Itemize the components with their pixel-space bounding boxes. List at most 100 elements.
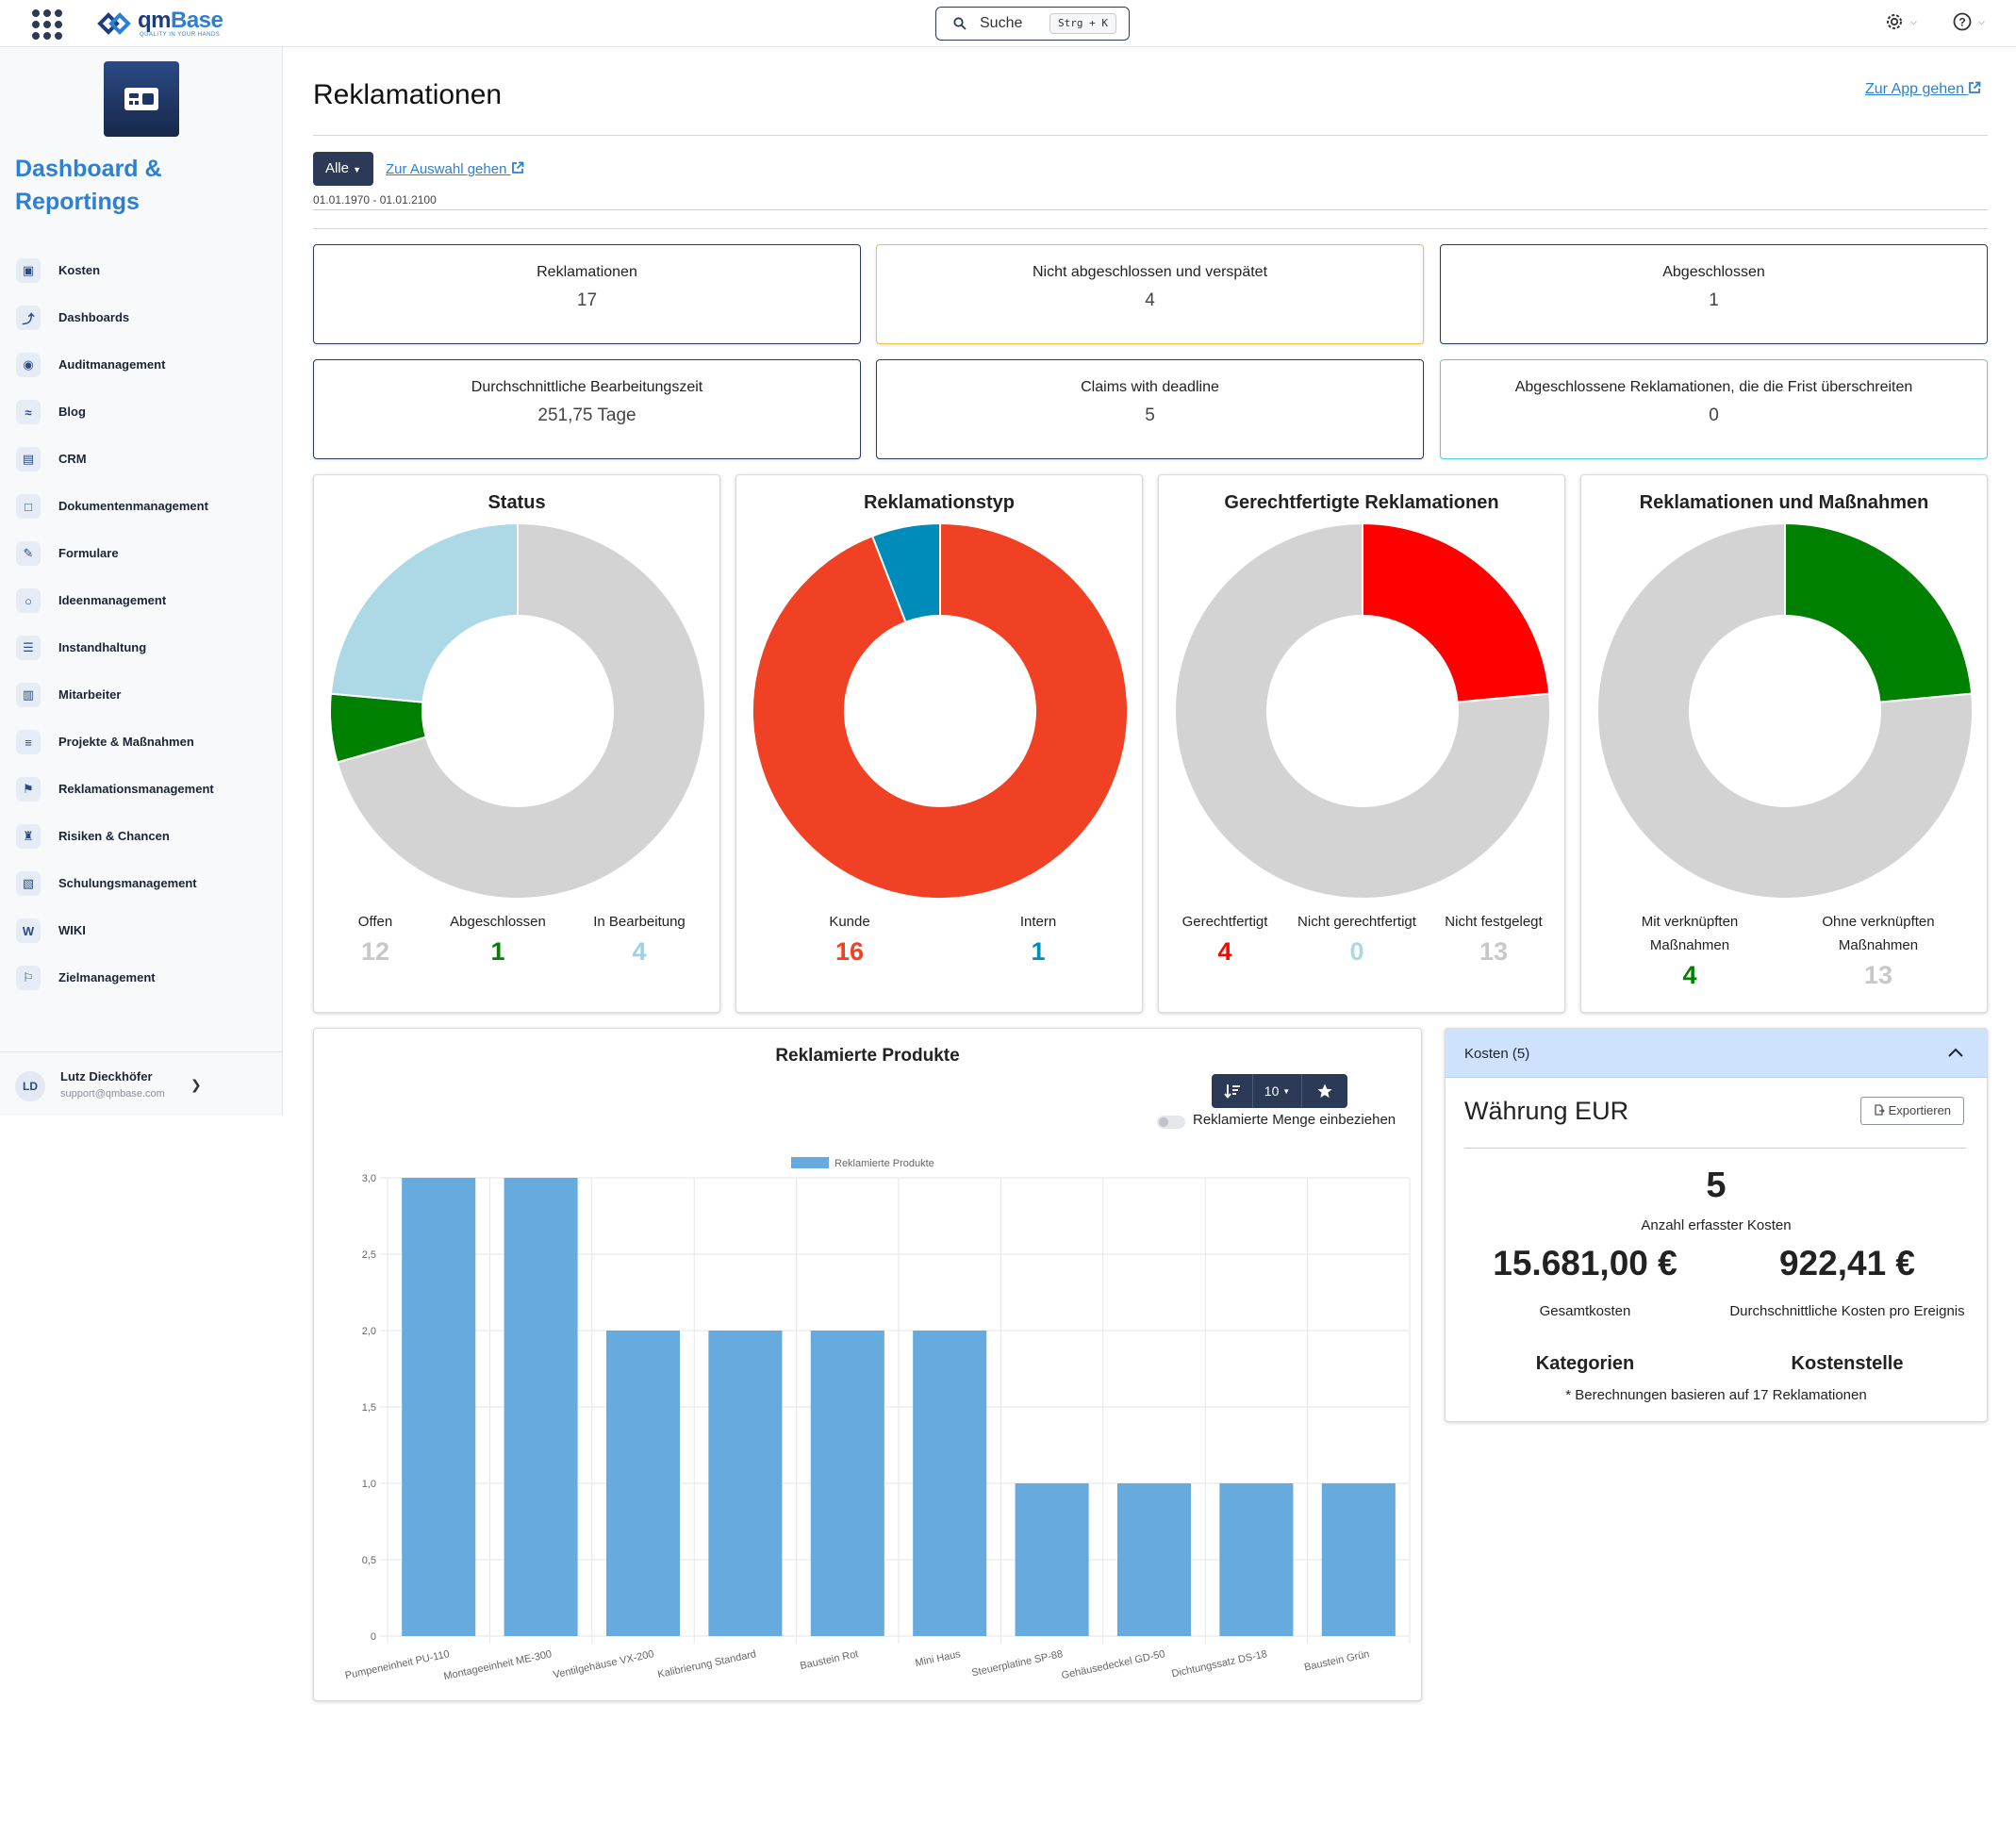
sidebar-item-risiken-und-chancen[interactable]: ♜ Risiken & Chancen [0,813,283,860]
sidebar-item-instandhaltung[interactable]: ☰ Instandhaltung [0,624,283,671]
sidebar-item-dokumentenmanagement[interactable]: □ Dokumentenmanagement [0,483,283,530]
sidebar-item-blog[interactable]: ≈ Blog [0,389,283,436]
kpi-closed[interactable]: Abgeschlossen 1 [1440,244,1988,344]
include-quantity-toggle[interactable] [1157,1116,1185,1129]
search-icon [953,17,967,30]
legend-label: Intern [1019,914,1057,930]
kpi-overdue[interactable]: Nicht abgeschlossen und verspätet 4 [876,244,1424,344]
donut-slice-0[interactable] [336,522,706,900]
legend-item-offen[interactable]: Offen 12 [333,910,418,969]
sidebar-item-mitarbeiter[interactable]: ▥ Mitarbeiter [0,671,283,719]
database-icon: ☰ [16,636,41,660]
go-to-selection-link[interactable]: Zur Auswahl gehen [386,161,524,177]
chevron-right-icon: ❯ [190,1077,202,1092]
sort-button[interactable] [1212,1074,1253,1108]
donut-slice-0[interactable] [1362,522,1551,703]
legend-item-with-measures[interactable]: Mit verknüpften Maßnahmen 4 [1619,910,1760,993]
sidebar-item-label: Schulungsmanagement [58,876,197,890]
donut-slice-1[interactable] [870,522,941,624]
qmbase-logo[interactable]: qmBase QUALITY IN YOUR HANDS [96,8,247,40]
sidebar-item-reklamationsmanagement[interactable]: ⚑ Reklamationsmanagement [0,766,283,813]
svg-text:?: ? [1958,16,1965,29]
donut-slice-1[interactable] [1596,522,1974,900]
sidebar-item-schulungsmanagement[interactable]: ▧ Schulungsmanagement [0,860,283,907]
sidebar-item-ideenmanagement[interactable]: ○ Ideenmanagement [0,577,283,624]
complaint-type-donut-chart [752,522,1129,900]
top-bar: qmBase QUALITY IN YOUR HANDS Suche Strg … [0,0,2016,47]
total-costs-value: 15.681,00 € [1493,1244,1677,1282]
help-menu[interactable]: ? ⌵ [1952,11,1993,36]
costs-card: Kosten (5) Währung EUR Exportieren 5 Anz… [1445,1028,1988,1422]
kpi-avg-processing-time[interactable]: Durchschnittliche Bearbeitungszeit 251,7… [313,359,861,459]
divider [313,209,1988,210]
chart-title: Reklamierte Produkte [775,1046,960,1066]
go-to-app-link[interactable]: Zur App gehen [1865,81,1981,98]
donut-slice-2[interactable] [329,522,519,703]
flag-icon: ⚐ [16,966,41,990]
page-size-dropdown[interactable]: 10 ▼ [1253,1074,1302,1108]
qmbase-logo-mark-icon [97,12,131,35]
kpi-closed-overdue[interactable]: Abgeschlossene Reklamationen, die die Fr… [1440,359,1988,459]
sidebar-item-label: Kosten [58,263,101,277]
status-chart-card: Status Offen 12 Abgeschlossen 1 In Bearb… [313,474,720,1013]
sidebar-item-zielmanagement[interactable]: ⚐ Zielmanagement [0,954,283,1001]
module-title: Dashboard & Reportings [15,156,162,215]
sidebar-item-kosten[interactable]: ▣ Kosten [0,247,283,294]
wikipedia-icon: W [16,918,41,943]
sidebar: Dashboard & Reportings ▣ Kosten ⤴ Dashboard… [0,47,283,1116]
id-card-icon: ▥ [16,683,41,707]
legend-item-nicht-gerechtfertigt[interactable]: Nicht gerechtfertigt 0 [1286,910,1428,969]
y-tick-label: 2,5 [362,1249,376,1261]
legend-value: 4 [1682,961,1697,989]
kpi-label: Durchschnittliche Bearbeitungszeit [471,379,703,395]
x-tick-label: Montageeinheit ME-300 [442,1648,553,1682]
costs-accordion-header[interactable]: Kosten (5) [1446,1029,1987,1078]
legend-label: Gerechtfertigt [1182,914,1268,930]
user-profile[interactable]: LD Lutz Dieckhöfer support@qmbase.com ❯ [0,1051,283,1116]
legend-item-intern[interactable]: Intern 1 [972,910,1104,969]
kpi-reklamationen[interactable]: Reklamationen 17 [313,244,861,344]
legend-value: 4 [632,937,647,966]
x-tick-label: Ventilgehäuse VX-200 [553,1648,655,1680]
sidebar-item-auditmanagement[interactable]: ◉ Auditmanagement [0,341,283,389]
filter-dropdown-button[interactable]: Alle ▼ [313,152,373,186]
complained-products-bar-chart: 0 0,5 1,0 1,5 2,0 2,5 3,0 Reklamierte Produkte P… [344,1157,1411,1682]
bar [1321,1483,1396,1636]
sidebar-item-dashboards[interactable]: ⤴ Dashboards [0,294,283,341]
legend-item-without-measures[interactable]: Ohne verknüpften Maßnahmen 13 [1793,910,1963,993]
caret-down-icon: ▼ [1282,1086,1291,1096]
logo-text: qmBase [138,8,223,33]
legend-item-nicht-festgelegt[interactable]: Nicht festgelegt 13 [1428,910,1560,969]
settings-menu[interactable]: ⌵ [1884,11,1925,36]
dashboard-module-tile[interactable] [104,61,179,137]
legend-item-in-bearbeitung[interactable]: In Bearbeitung 4 [569,910,710,969]
legend-item-abgeschlossen[interactable]: Abgeschlossen 1 [427,910,569,969]
status-donut-chart [329,522,706,900]
sidebar-item-crm[interactable]: ▤ CRM [0,436,283,483]
sidebar-item-wiki[interactable]: W WIKI [0,907,283,954]
legend-value: 16 [834,937,865,966]
sidebar-item-formulare[interactable]: ✎ Formulare [0,530,283,577]
bar [504,1178,578,1636]
kpi-label: Abgeschlossene Reklamationen, die die Fr… [1514,379,1913,395]
kpi-claims-with-deadline[interactable]: Claims with deadline 5 [876,359,1424,459]
sidebar-item-projekte-und-massnahmen[interactable]: ≡ Projekte & Maßnahmen [0,719,283,766]
legend-value: 4 [1217,937,1232,966]
legend-item-gerechtfertigt[interactable]: Gerechtfertigt 4 [1168,910,1281,969]
divider [313,135,1988,136]
favorite-button[interactable] [1302,1074,1347,1108]
legend-item-kunde[interactable]: Kunde 16 [784,910,916,969]
donut-slice-2[interactable] [1174,522,1551,900]
search-button[interactable]: Suche Strg + K [935,7,1130,41]
money-icon: ▣ [16,258,41,283]
chart-title: Status [487,492,546,513]
kpi-value: 1 [1709,290,1719,310]
donut-slice-0[interactable] [752,522,1129,900]
complained-products-card: 0 0,5 1,0 1,5 2,0 2,5 3,0 Reklamierte Produkte P… [313,1028,1422,1701]
export-button[interactable]: Exportieren [1860,1097,1964,1125]
sidebar-item-label: Dokumentenmanagement [58,499,208,513]
app-grid-icon[interactable] [32,9,62,40]
donut-slice-0[interactable] [1784,522,1974,703]
y-tick-label: 3,0 [362,1173,376,1184]
folder-icon: □ [16,494,41,519]
